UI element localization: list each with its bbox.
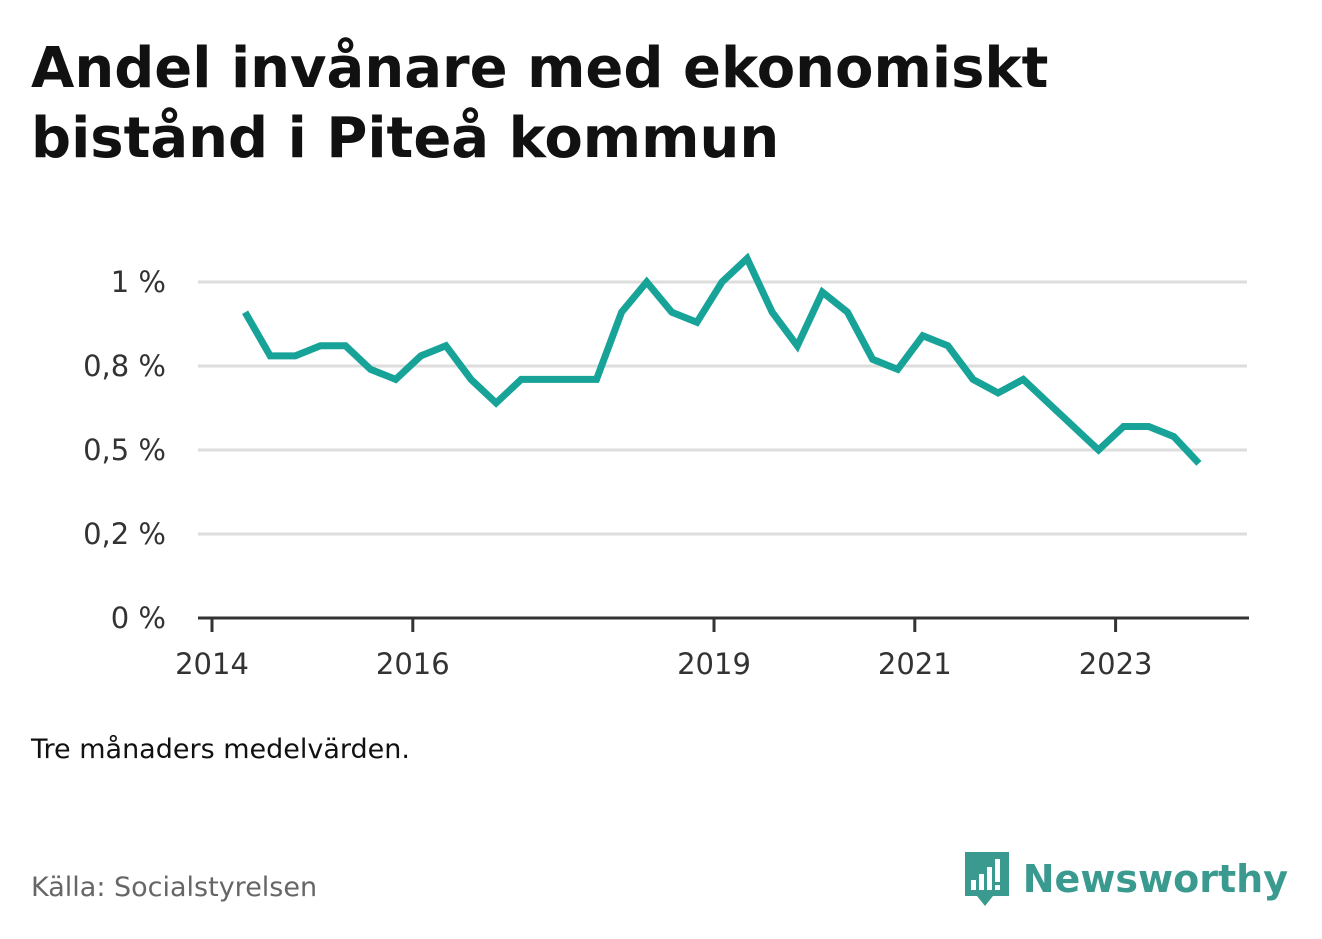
chart-title: Andel invånare med ekonomiskt bistånd i …: [31, 36, 1049, 171]
y-tick-label: 0,8 %: [83, 349, 166, 383]
y-tick-label: 1 %: [111, 265, 166, 299]
y-tick-label: 0,2 %: [83, 517, 166, 551]
x-tick-label: 2019: [677, 647, 751, 681]
y-tick-label: 0,5 %: [83, 433, 166, 467]
x-axis-ticks: 2014 2016 2019 2021 2023: [175, 618, 1153, 681]
x-tick-label: 2014: [175, 647, 249, 681]
x-tick-label: 2021: [878, 647, 952, 681]
newsworthy-logo-icon: [964, 852, 1009, 906]
y-tick-label: 0 %: [111, 601, 166, 635]
y-axis-ticks: 0 % 0,2 % 0,5 % 0,8 % 1 %: [83, 265, 166, 635]
x-tick-label: 2016: [376, 647, 450, 681]
series-line: [242, 252, 1202, 466]
source-label: Källa: Socialstyrelsen: [31, 872, 318, 903]
chart-note: Tre månaders medelvärden.: [31, 734, 410, 765]
brand-logo: Newsworthy: [963, 850, 1288, 908]
brand-name: Newsworthy: [1022, 857, 1288, 901]
gridlines: [198, 280, 1247, 536]
x-tick-label: 2023: [1079, 647, 1153, 681]
